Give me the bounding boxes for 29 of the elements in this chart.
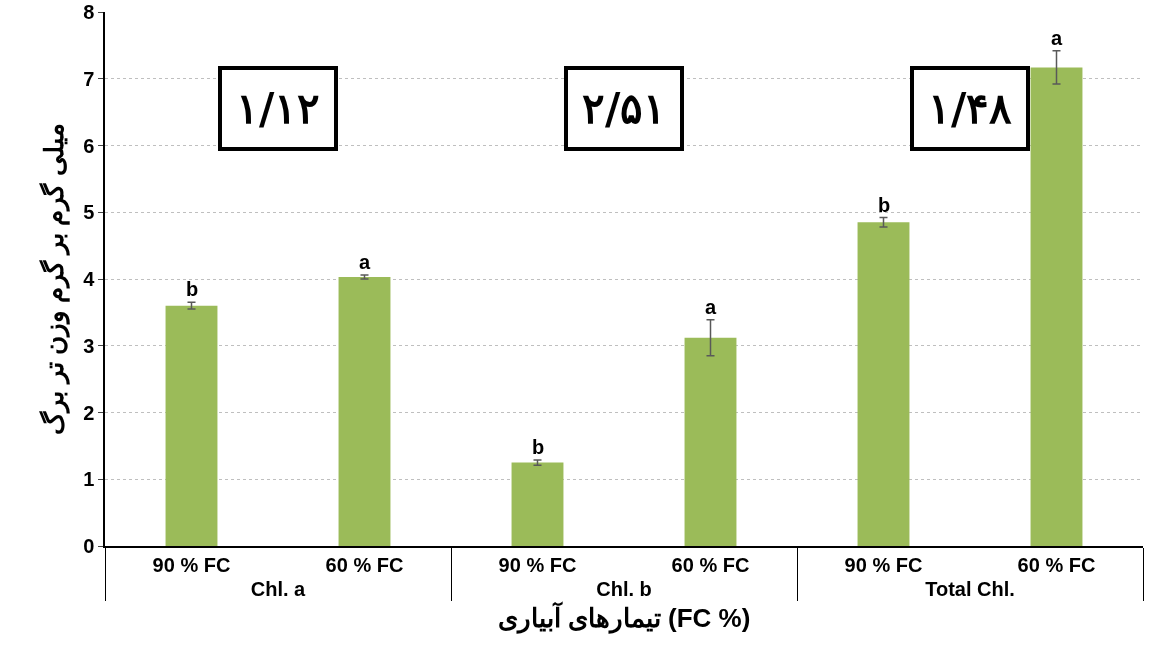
y-tick-label: 7 (83, 67, 95, 90)
data-label: b (878, 194, 891, 216)
x-tick-label: 60 % FC (1017, 553, 1096, 576)
x-tick-label: 90 % FC (152, 553, 231, 576)
y-axis-title: میلی گرم بر گرم وزن تر برگ (39, 123, 71, 435)
text: Chl. b (596, 577, 652, 600)
x-axis-title: تیمارهای آبیاری (FC %) (497, 600, 751, 634)
y-tick-label: 8 (83, 1, 95, 23)
y-tick-label: 6 (83, 134, 95, 157)
x-tick-label: 90 % FC (844, 553, 923, 576)
y-tick-label: 3 (83, 334, 95, 357)
x-tick-label: 60 % FC (325, 553, 404, 576)
data-label: a (359, 251, 371, 273)
x-tick-label: 90 % FC (498, 553, 577, 576)
data-label: b (186, 278, 199, 300)
x-tick-label: 60 % FC (671, 553, 750, 576)
y-tick-label: 1 (83, 468, 95, 491)
text: Chl. a (250, 577, 307, 600)
annotation: ۱/۴۸ (928, 84, 1013, 133)
y-tick-label: 0 (83, 535, 95, 557)
data-label: a (705, 296, 717, 318)
y-tick-label: 4 (83, 268, 96, 290)
data-label: b (532, 436, 545, 458)
annotation: ۲/۵۱ (582, 84, 667, 133)
y-tick-label: 2 (83, 401, 95, 424)
text: Total Chl. (925, 577, 1015, 600)
data-label: a (1051, 27, 1063, 49)
y-tick-label: 5 (83, 201, 95, 224)
annotation: ۱/۱۲ (236, 84, 321, 133)
